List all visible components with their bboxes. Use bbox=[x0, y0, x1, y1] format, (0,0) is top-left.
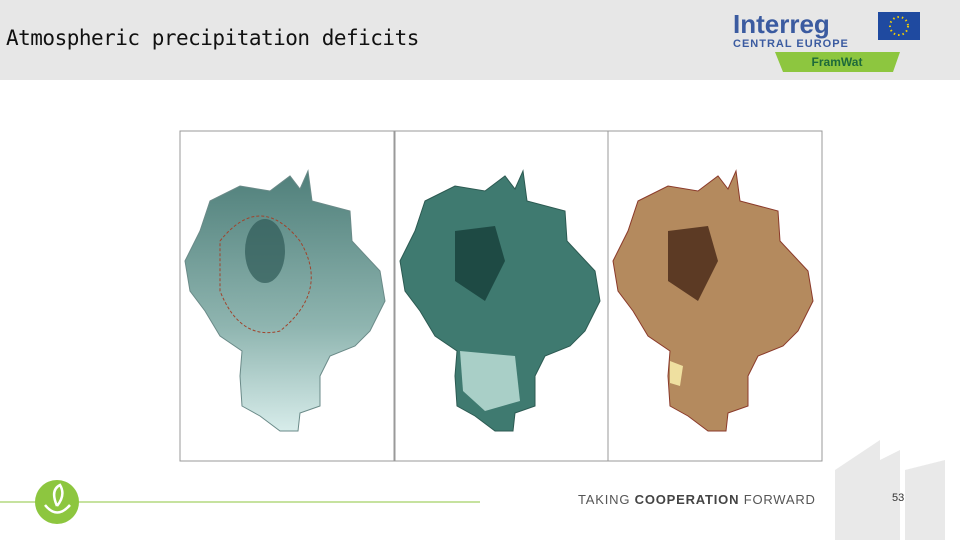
map-panel bbox=[179, 130, 395, 462]
footer-icon bbox=[35, 480, 79, 524]
map-zone bbox=[455, 226, 505, 301]
logo: Interreg CENTRAL EUROPE FramWat bbox=[733, 9, 920, 72]
map-zone bbox=[670, 361, 683, 386]
slogan-part: TAKING bbox=[578, 492, 631, 507]
slide-title: Atmospheric precipitation deficits bbox=[6, 26, 419, 50]
logo-brand: Interreg bbox=[733, 9, 830, 39]
eu-stars bbox=[889, 16, 909, 36]
map-zone bbox=[460, 351, 520, 411]
logo-project: FramWat bbox=[812, 55, 863, 69]
map-zone bbox=[245, 219, 285, 283]
logo-region: CENTRAL EUROPE bbox=[733, 38, 849, 50]
footer-icon-leaf bbox=[44, 483, 71, 514]
header-bar: Atmospheric precipitation deficits Inter… bbox=[0, 0, 960, 80]
map-zone bbox=[668, 226, 718, 301]
slogan-part: FORWARD bbox=[743, 492, 816, 507]
slogan-part: COOPERATION bbox=[634, 492, 740, 507]
footer-arrows bbox=[835, 440, 945, 540]
footer-slogan: TAKING COOPERATION FORWARD bbox=[578, 492, 816, 507]
map-isoline bbox=[219, 215, 312, 334]
map-panel bbox=[394, 130, 609, 462]
logo-ribbon bbox=[775, 52, 900, 72]
map-panel bbox=[607, 130, 823, 462]
page-number: 53 bbox=[892, 492, 905, 504]
maps bbox=[179, 130, 823, 462]
